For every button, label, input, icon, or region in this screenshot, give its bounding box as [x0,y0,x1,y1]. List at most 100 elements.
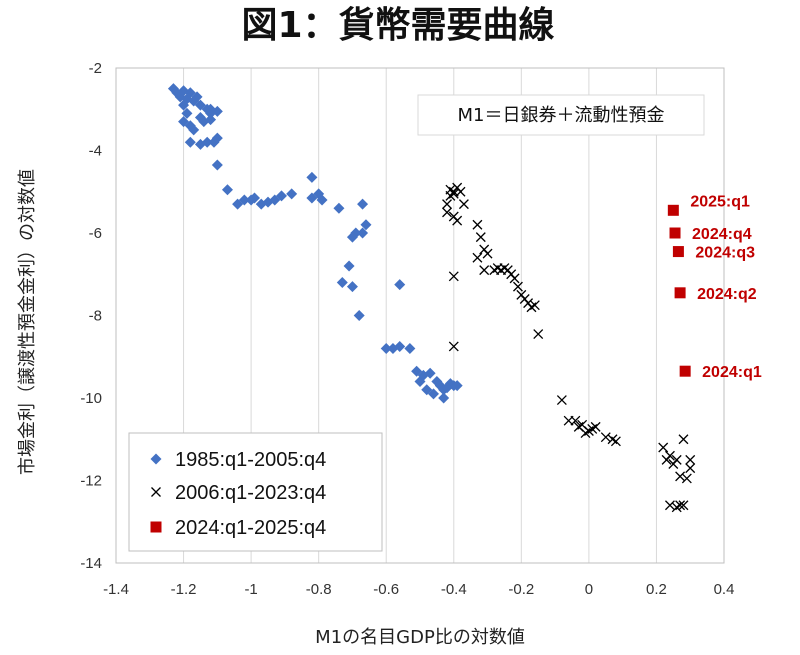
legend-frame [128,432,383,552]
data-point [529,300,540,311]
data-point [360,219,372,231]
data-point [438,392,450,404]
annotation-text: M1＝日銀券＋流動性預金 [458,105,665,126]
data-point [533,329,544,340]
data-point [286,188,298,200]
data-point [205,103,217,115]
data-point [678,434,689,445]
x-tick-label: 0 [585,581,593,598]
data-point [442,199,452,210]
data-point [424,367,436,379]
data-point [610,436,621,447]
point-labels: 2025:q1 2024:q4 2024:q3 2024:q2 2024:q1 [690,193,762,381]
data-point [276,190,288,202]
data-point [679,365,691,377]
data-point [479,265,490,276]
x-tick-label: -1 [244,581,257,598]
x-tick-label: -0.8 [306,581,332,598]
x-tick-label: 0.4 [714,581,735,598]
data-point [667,204,679,216]
data-point [590,421,601,432]
data-point [556,395,567,406]
point-label: 2024:q2 [697,286,757,303]
data-point [512,281,523,292]
point-label: 2024:q1 [702,364,762,381]
legend-marker [150,453,162,465]
y-tick-label: -12 [80,473,102,490]
data-point [357,198,369,210]
data-point [414,376,426,387]
data-point [380,343,392,354]
data-point [570,415,581,426]
data-point [445,190,456,201]
data-point [472,219,483,230]
x-tick-label: -0.4 [441,581,467,598]
x-tick-label: 0.2 [646,581,667,598]
data-point [675,500,686,511]
legend: 1985:q1-2005:q4 2006:q1-2023:q4 2024:q1-20… [128,432,383,552]
series-1 [167,83,463,404]
data-point [404,343,416,354]
data-point [238,194,250,206]
x-tick-label: -1.2 [171,581,197,598]
data-point [205,114,217,126]
data-point [675,471,686,482]
legend-label: 2024:q1-2025:q4 [175,517,326,539]
data-point [664,500,675,511]
point-label: 2024:q4 [692,226,752,243]
chart-title: 図1：貨幣需要曲線 [241,5,554,46]
y-axis-label: 市場金利（譲渡性預金金利）の対数値 [17,169,38,475]
data-point [509,273,520,284]
data-point [191,91,203,103]
y-tick-label: -4 [89,143,102,160]
data-point [346,231,358,243]
data-point [221,184,233,196]
data-points [167,83,696,513]
data-point [448,341,459,352]
data-point [441,382,453,394]
y-tick-label: -2 [89,60,102,77]
x-tick-label: -0.2 [508,581,534,598]
x-tick-label: -0.6 [373,581,399,598]
data-point [211,132,223,144]
data-point [201,136,213,148]
data-point [181,107,193,119]
data-point [451,380,463,392]
plot-area [115,67,725,564]
point-label: 2024:q3 [695,245,755,262]
data-point [671,454,682,465]
data-point [472,252,483,263]
point-label: 2025:q1 [690,193,750,210]
data-point [448,271,459,282]
data-point [475,232,486,243]
data-point [674,287,686,299]
data-point [346,281,358,293]
data-point [458,199,469,210]
data-point [681,473,692,484]
axis-ticks: -1.4 -1.2 -1 -0.8 -0.6 -0.4 -0.2 0 0.2 0.4 -2 -4 -6 -… [80,60,734,598]
x-axis-label: M1の名目GDP比の対数値 [315,627,525,648]
legend-marker [151,487,161,497]
legend-marker [150,521,162,533]
legend-label: 2006:q1-2023:q4 [175,482,326,504]
annotation-frame [417,94,705,136]
data-point [685,454,696,465]
y-tick-label: -10 [80,390,102,407]
data-point [482,248,493,259]
data-point [333,202,345,214]
data-point [184,136,196,148]
y-tick-label: -6 [89,225,102,242]
data-point [658,442,669,453]
data-point [685,463,696,474]
data-point [455,186,466,197]
data-point [248,192,260,204]
data-point [178,99,190,111]
y-tick-label: -8 [89,308,102,325]
annotation-box: M1＝日銀券＋流動性預金 [417,94,705,136]
data-point [678,500,689,511]
data-point [353,310,365,321]
series-3 [667,204,691,377]
data-point [336,277,348,288]
data-point [394,340,406,352]
